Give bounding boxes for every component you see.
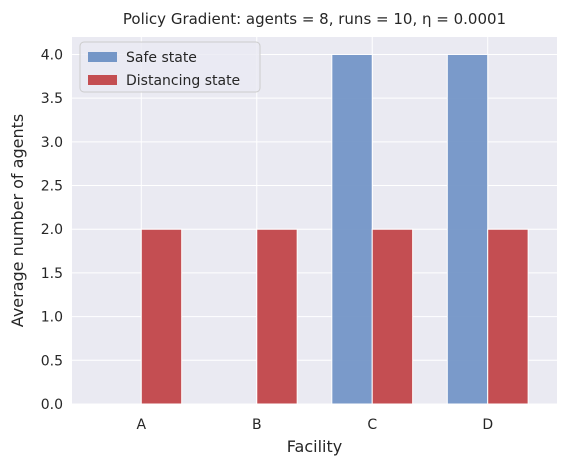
y-tick-labels: 0.0 0.5 1.0 1.5 2.0 2.5 3.0 3.5 4.0 [41,47,63,413]
y-tick-label: 2.0 [41,222,63,238]
bar-safe-state [446,53,489,405]
legend-label: Safe state [126,50,197,66]
bar-distancing-state [256,228,298,405]
bar-distancing-state [371,228,414,405]
legend-box [79,41,261,93]
y-tick-label: 1.5 [41,266,63,282]
legend-swatch [88,75,117,85]
x-tick-label: C [367,417,377,433]
y-tick-label: 1.0 [41,310,63,326]
y-tick-label: 3.5 [41,91,63,107]
bar-distancing-state [140,228,183,405]
y-tick-label: 3.0 [41,135,63,151]
legend-swatch [88,52,117,62]
x-axis-label: Facility [287,437,342,456]
bars [140,53,529,405]
y-tick-label: 0.0 [41,397,63,413]
y-tick-label: 4.0 [41,47,63,63]
legend-label: Distancing state [126,73,240,89]
bar-safe-state [331,53,373,405]
x-tick-labels: A B C D [136,417,493,433]
y-tick-label: 0.5 [41,353,63,369]
legend: Safe state Distancing state [79,41,261,93]
x-tick-label: A [136,417,146,433]
y-tick-label: 2.5 [41,179,63,195]
y-axis-label: Average number of agents [8,114,27,327]
x-tick-label: B [252,417,262,433]
bar-distancing-state [487,228,529,405]
x-tick-label: D [482,417,493,433]
chart-title: Policy Gradient: agents = 8, runs = 10, … [123,10,506,28]
